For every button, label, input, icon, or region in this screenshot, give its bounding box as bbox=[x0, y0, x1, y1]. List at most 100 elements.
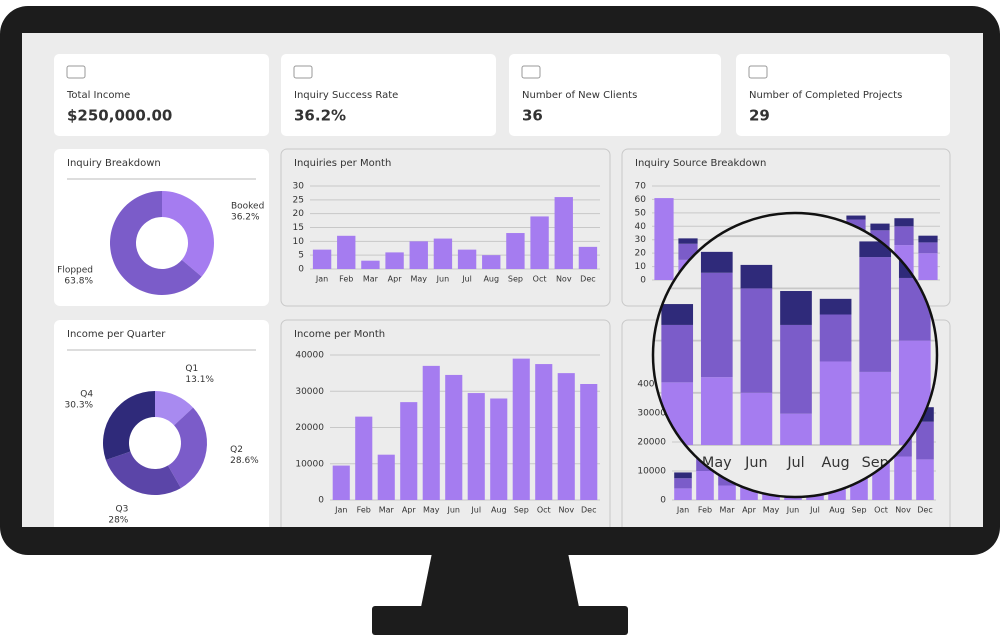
stacked-bar-segment bbox=[678, 238, 698, 244]
bar bbox=[580, 384, 598, 500]
y-tick-label: 10 bbox=[635, 262, 647, 272]
slice-value: 36.2% bbox=[231, 213, 260, 223]
card-label: Inquiry Success Rate bbox=[294, 90, 398, 101]
bar bbox=[409, 241, 428, 269]
kpi-card: Inquiry Success Rate 36.2% bbox=[281, 54, 496, 136]
x-tick-label: Aug bbox=[829, 506, 845, 515]
lens-rim bbox=[651, 211, 939, 499]
bar bbox=[377, 454, 395, 500]
bar bbox=[445, 374, 463, 500]
donut-slice bbox=[110, 191, 202, 295]
y-tick-label: 10 bbox=[293, 237, 305, 247]
monitor-neck bbox=[420, 553, 580, 612]
stacked-bar-segment bbox=[894, 226, 914, 246]
y-tick-label: 50 bbox=[635, 208, 647, 218]
x-tick-label: Jul bbox=[470, 506, 481, 515]
y-tick-label: 0 bbox=[318, 496, 324, 506]
x-tick-label: Nov bbox=[895, 506, 911, 515]
x-tick-label: Nov bbox=[556, 275, 572, 284]
panel-bg bbox=[54, 320, 269, 527]
y-tick-label: 20 bbox=[635, 249, 647, 259]
card-bg bbox=[281, 54, 496, 136]
stacked-bar-segment bbox=[674, 472, 692, 479]
card-label: Total Income bbox=[66, 90, 130, 101]
bar bbox=[535, 364, 553, 500]
slice-value: 63.8% bbox=[64, 276, 93, 286]
stacked-bar-segment bbox=[918, 253, 938, 280]
y-tick-label: 70 bbox=[635, 182, 647, 192]
x-tick-label: May bbox=[410, 275, 427, 284]
y-tick-label: 30000 bbox=[295, 387, 324, 397]
x-tick-label: Mar bbox=[719, 506, 735, 515]
y-tick-label: 10000 bbox=[637, 467, 666, 477]
slice-label: Booked bbox=[231, 202, 264, 212]
stacked-bar-segment bbox=[894, 218, 914, 227]
slice-value: 28% bbox=[108, 516, 128, 526]
stacked-bar-segment bbox=[894, 456, 912, 500]
x-tick-label: Dec bbox=[580, 275, 595, 284]
x-tick-label: Sep bbox=[514, 506, 529, 515]
y-tick-label: 10000 bbox=[295, 459, 324, 469]
x-tick-label: Feb bbox=[339, 275, 353, 284]
bar bbox=[312, 249, 332, 269]
x-tick-label: Jun bbox=[447, 506, 461, 515]
bar bbox=[433, 238, 453, 269]
slice-label: Q4 bbox=[80, 389, 93, 399]
x-tick-label: Feb bbox=[357, 506, 371, 515]
kpi-card: Number of New Clients 36 bbox=[509, 54, 721, 136]
x-tick-label: Sep bbox=[508, 275, 523, 284]
donut-slice bbox=[155, 391, 194, 426]
y-tick-label: 60 bbox=[635, 195, 647, 205]
stacked-bar-segment bbox=[696, 471, 714, 500]
bar bbox=[457, 249, 477, 269]
donut-slice bbox=[105, 451, 181, 495]
card-value: 36 bbox=[522, 107, 543, 125]
x-tick-label: Jan bbox=[334, 506, 347, 515]
donut-slice bbox=[167, 407, 207, 489]
bar bbox=[332, 465, 350, 500]
y-tick-label: 0 bbox=[298, 265, 304, 275]
y-tick-label: 40 bbox=[635, 222, 647, 232]
stacked-bar-segment bbox=[916, 421, 934, 460]
x-tick-label: Aug bbox=[491, 506, 507, 515]
magnifier-lens bbox=[651, 211, 939, 499]
slice-label: Q2 bbox=[230, 445, 243, 455]
x-tick-label: Jan bbox=[676, 506, 689, 515]
slice-label: Flopped bbox=[57, 265, 93, 275]
y-tick-label: 30 bbox=[293, 182, 305, 192]
card-icon bbox=[66, 65, 86, 79]
donut-slice bbox=[162, 191, 214, 277]
y-tick-label: 20 bbox=[293, 209, 305, 219]
slice-value: 30.3% bbox=[65, 400, 94, 410]
bar bbox=[482, 255, 501, 269]
stacked-bar-segment bbox=[918, 235, 938, 243]
card-label: Number of New Clients bbox=[522, 90, 637, 101]
x-tick-label: Jul bbox=[809, 506, 820, 515]
chart-title: Income per Quarter bbox=[67, 329, 166, 340]
x-tick-label: May bbox=[763, 506, 780, 515]
donut-slice bbox=[102, 391, 155, 460]
x-tick-label: Oct bbox=[874, 506, 888, 515]
y-tick-label: 40000 bbox=[295, 351, 324, 361]
bar bbox=[490, 398, 508, 500]
x-tick-label: Oct bbox=[537, 506, 551, 515]
card-value: 36.2% bbox=[294, 107, 346, 125]
x-tick-label: May bbox=[423, 506, 440, 515]
x-tick-label: Nov bbox=[558, 506, 574, 515]
card-bg bbox=[736, 54, 950, 136]
slice-label: Q1 bbox=[185, 364, 198, 374]
y-tick-label: 20000 bbox=[637, 438, 666, 448]
kpi-card: Number of Completed Projects 29 bbox=[736, 54, 950, 136]
y-tick-label: 20000 bbox=[295, 423, 324, 433]
bar bbox=[578, 246, 598, 269]
chart-title: Inquiry Breakdown bbox=[67, 158, 161, 169]
card-label: Number of Completed Projects bbox=[749, 90, 902, 101]
card-bg bbox=[509, 54, 721, 136]
x-tick-label: Oct bbox=[533, 275, 547, 284]
x-tick-label: Mar bbox=[363, 275, 379, 284]
bar bbox=[385, 252, 404, 269]
bar bbox=[467, 393, 485, 500]
card-icon bbox=[293, 65, 313, 79]
stacked-bar-segment bbox=[870, 223, 890, 231]
